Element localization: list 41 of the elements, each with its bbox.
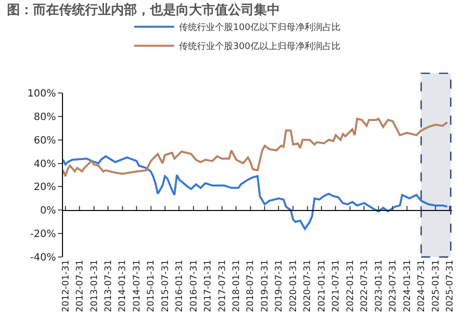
x-tick-label: 2015-07-31 bbox=[160, 260, 171, 312]
x-tick-label: 2016-07-31 bbox=[189, 260, 200, 312]
x-tick-label: 2022-07-31 bbox=[360, 260, 370, 312]
x-tick-label: 2013-01-31 bbox=[90, 260, 100, 312]
x-tick-label: 2018-07-31 bbox=[246, 260, 256, 312]
x-tick-label: 2025-01-31 bbox=[431, 260, 442, 312]
y-tick-label: 100% bbox=[27, 88, 56, 100]
x-tick-label: 2014-01-31 bbox=[118, 260, 128, 312]
x-tick-label: 2021-01-31 bbox=[318, 260, 328, 312]
y-tick-label: 80% bbox=[34, 112, 56, 123]
y-tick-label: -20% bbox=[30, 229, 56, 240]
legend-label: 传统行业个股100亿以下归母净利润占比 bbox=[179, 22, 340, 34]
x-tick-label: 2012-01-31 bbox=[61, 260, 72, 312]
x-tick-label: 2023-07-31 bbox=[388, 260, 399, 312]
y-tick-label: 0% bbox=[40, 206, 56, 217]
x-tick-label: 2017-01-31 bbox=[204, 260, 214, 312]
x-tick-label: 2019-01-31 bbox=[260, 260, 271, 312]
x-tick-label: 2022-01-31 bbox=[346, 260, 356, 312]
y-tick-label: 40% bbox=[34, 158, 56, 170]
x-tick-label: 2018-01-31 bbox=[232, 260, 242, 312]
y-tick-label: -40% bbox=[30, 252, 56, 264]
x-tick-label: 2020-07-31 bbox=[303, 260, 314, 312]
x-tick-label: 2021-07-31 bbox=[332, 260, 342, 312]
y-tick-label: 20% bbox=[34, 182, 56, 194]
line-series bbox=[63, 118, 448, 178]
line-series bbox=[63, 155, 448, 230]
legend-label: 传统行业个股300亿以上归母净利润占比 bbox=[179, 41, 340, 52]
x-tick-label: 2015-01-31 bbox=[146, 260, 157, 312]
x-tick-label: 2012-07-31 bbox=[75, 260, 86, 312]
y-tick-label: 60% bbox=[34, 135, 56, 146]
x-tick-label: 2014-07-31 bbox=[132, 260, 142, 312]
x-tick-label: 2024-01-31 bbox=[402, 260, 413, 312]
chart-title: 图：而在传统行业内部，也是向大市值公司集中 bbox=[7, 2, 280, 18]
x-tick-label: 2013-07-31 bbox=[104, 260, 114, 312]
x-tick-label: 2024-07-31 bbox=[417, 260, 428, 312]
x-tick-label: 2023-01-31 bbox=[374, 260, 384, 312]
x-tick-label: 2025-07-31 bbox=[446, 260, 456, 312]
x-tick-label: 2017-07-31 bbox=[218, 260, 228, 312]
x-tick-label: 2019-07-31 bbox=[274, 260, 285, 312]
x-tick-label: 2020-01-31 bbox=[289, 260, 300, 312]
x-tick-label: 2016-01-31 bbox=[175, 260, 186, 312]
